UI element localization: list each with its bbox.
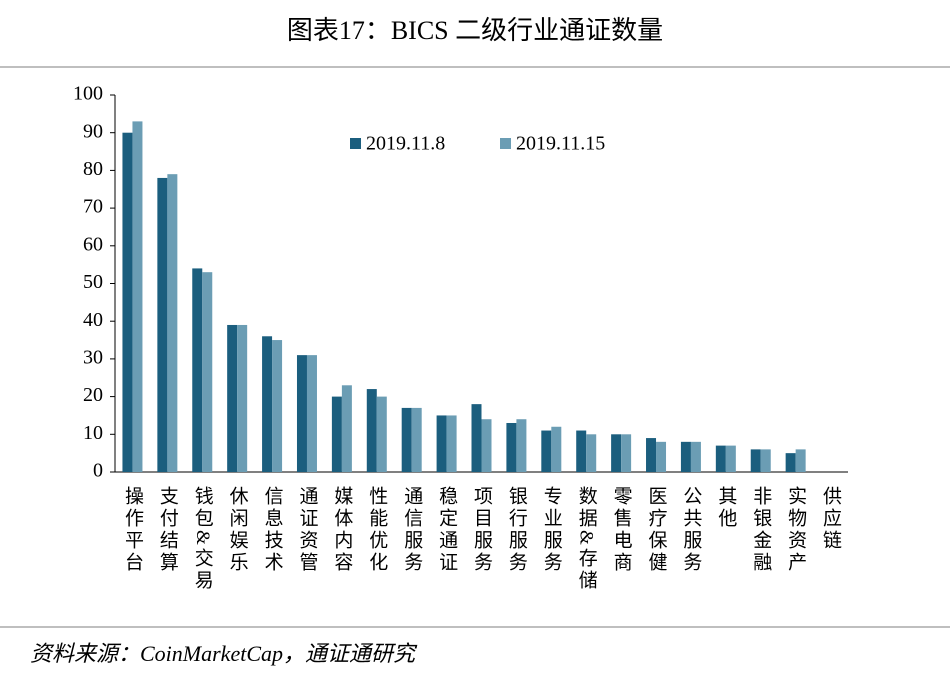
bar [366,389,377,472]
x-tick-label: 实物资产 [785,486,807,574]
x-tick-label: 非银金融 [750,486,772,574]
bar [272,340,283,472]
bar [401,407,412,472]
y-tick-label: 70 [83,196,103,218]
bar [471,404,482,472]
bar [122,132,133,472]
bar [331,396,342,472]
x-tick-label: 零售电商 [611,486,633,574]
y-tick-label: 90 [83,120,103,142]
bar [167,174,178,473]
bar [586,434,597,472]
bar [192,268,203,472]
bar [132,121,143,472]
x-tick-label: 通证资管 [296,486,318,574]
bar [750,449,761,472]
y-tick-label: 0 [93,460,103,482]
bar [157,177,168,472]
bar [262,336,273,472]
bar [306,355,317,472]
y-tick-label: 50 [83,271,103,293]
bar [646,438,657,472]
y-tick-label: 60 [83,233,103,255]
y-tick-label: 40 [83,309,103,331]
bar [481,419,492,472]
bar [516,419,527,472]
bar [760,449,771,472]
bar [376,396,387,472]
x-tick-label: 数据&存储 [576,486,598,592]
chart-title: 图表17：BICS 二级行业通证数量 [287,16,663,45]
legend-label: 2019.11.8 [366,133,445,155]
x-tick-label: 休闲娱乐 [227,486,249,574]
bar [795,449,806,472]
x-tick-label: 钱包&交易 [192,486,214,592]
bar [227,324,238,472]
x-tick-label: 供应链 [820,486,842,552]
y-tick-label: 20 [83,384,103,406]
bar [576,430,587,472]
bar [506,422,517,472]
x-tick-label: 支付结算 [157,486,179,574]
x-tick-label: 稳定通证 [436,486,458,574]
x-tick-label: 其他 [715,486,737,530]
legend-swatch [350,138,361,149]
bar [541,430,552,472]
x-tick-label: 性能优化 [366,486,388,574]
bar [551,426,562,472]
bar [725,445,736,472]
bar [680,441,691,472]
x-tick-label: 公共服务 [680,486,702,574]
y-tick-label: 100 [73,83,103,105]
x-tick-label: 项目服务 [471,486,493,574]
y-tick-label: 30 [83,346,103,368]
x-tick-label: 银行服务 [506,486,528,574]
bar [237,324,248,472]
legend-swatch [500,138,511,149]
bar [341,385,352,472]
bar [621,434,632,472]
bar [785,453,796,472]
bar [202,272,213,472]
x-tick-label: 操作平台 [122,486,144,574]
source-note: 资料来源：CoinMarketCap，通证通研究 [30,641,418,666]
legend-label: 2019.11.15 [516,133,605,155]
x-tick-label: 媒体内容 [331,486,353,574]
bar [436,415,447,472]
bar [715,445,726,472]
x-tick-label: 专业服务 [541,486,563,574]
x-tick-label: 医疗保健 [646,486,668,574]
y-tick-label: 10 [83,422,103,444]
bar [656,441,667,472]
bar [411,407,422,472]
bar [296,355,307,472]
x-tick-label: 通信服务 [401,486,423,574]
x-tick-label: 信息技术 [262,486,284,574]
y-tick-label: 80 [83,158,103,180]
bar [446,415,457,472]
bar [611,434,622,472]
bar [690,441,701,472]
